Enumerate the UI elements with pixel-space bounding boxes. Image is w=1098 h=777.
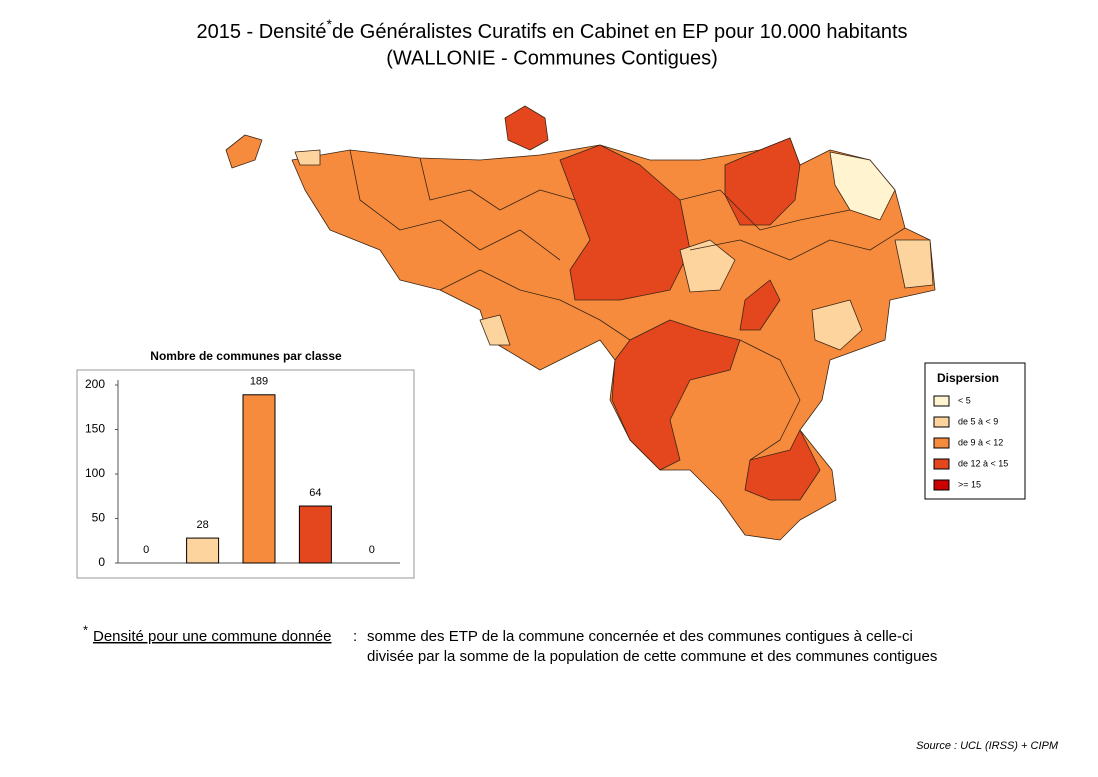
bar	[242, 394, 276, 564]
map	[225, 105, 936, 541]
title-start: 2015 - Densité	[196, 21, 326, 43]
light-zone	[894, 239, 934, 289]
title-asterisk: *	[327, 16, 333, 32]
value-label: 64	[309, 487, 321, 499]
legend-label: de 5 à < 9	[958, 416, 998, 426]
chart-title: Nombre de communes par classe	[150, 349, 342, 363]
title-line1: 2015 - Densité*de Généralistes Curatifs …	[196, 16, 907, 44]
title-end: de Généralistes Curatifs en Cabinet en E…	[332, 21, 908, 43]
border	[689, 227, 906, 261]
value-label: 0	[143, 544, 149, 556]
footnote-separator: :	[353, 628, 357, 645]
brussels	[504, 105, 549, 151]
bar	[298, 505, 332, 564]
border	[349, 149, 561, 261]
legend-label: de 12 à < 15	[958, 458, 1008, 468]
value-label: 0	[369, 544, 375, 556]
legend-swatch	[933, 437, 950, 449]
light-zone	[829, 151, 896, 221]
y-tick-label: 150	[85, 422, 105, 436]
light-zone	[679, 239, 736, 293]
title-line2: (WALLONIE - Communes Contigues)	[386, 47, 718, 69]
light-zone	[294, 149, 321, 166]
footnote-line1: somme des ETP de la commune concernée et…	[367, 628, 913, 645]
legend-title: Dispersion	[937, 371, 999, 385]
bar-chart: 0 50 100 150 200 0 28 189 64 0	[85, 376, 400, 569]
legend-swatch	[933, 458, 950, 470]
bar	[186, 537, 220, 564]
legend-label: de 9 à < 12	[958, 437, 1003, 447]
footnote-asterisk: *	[83, 622, 88, 637]
liege-zone	[724, 137, 801, 226]
footnote-term: Densité pour une commune donnée	[93, 628, 332, 645]
legend-label: < 5	[958, 395, 971, 405]
value-label: 28	[196, 519, 208, 531]
source: Source : UCL (IRSS) + CIPM	[916, 740, 1059, 752]
border	[679, 189, 851, 231]
legend-swatch	[933, 479, 950, 491]
y-tick-label: 200	[85, 377, 105, 391]
border	[419, 157, 576, 211]
legend-frame	[924, 362, 1026, 500]
legend-swatch	[933, 416, 950, 428]
y-tick-label: 100	[85, 466, 105, 480]
southeast-zone	[744, 429, 821, 501]
light-zone	[811, 299, 863, 351]
legend-swatch	[933, 395, 950, 407]
y-tick-label: 50	[92, 511, 106, 525]
legend: < 5 de 5 à < 9 de 9 à < 12 de 12 à < 15 >= 1…	[933, 395, 1008, 491]
footnote-line2: divisée par la somme de la population de…	[367, 648, 937, 665]
east-zone	[739, 279, 781, 331]
y-tick-label: 0	[98, 555, 105, 569]
border	[739, 339, 801, 461]
border	[439, 269, 631, 341]
exclave	[225, 134, 263, 169]
south-zone	[611, 319, 741, 471]
light-zone	[479, 314, 511, 346]
legend-label: >= 15	[958, 479, 981, 489]
value-label: 189	[250, 376, 268, 388]
center-zone	[559, 144, 691, 301]
